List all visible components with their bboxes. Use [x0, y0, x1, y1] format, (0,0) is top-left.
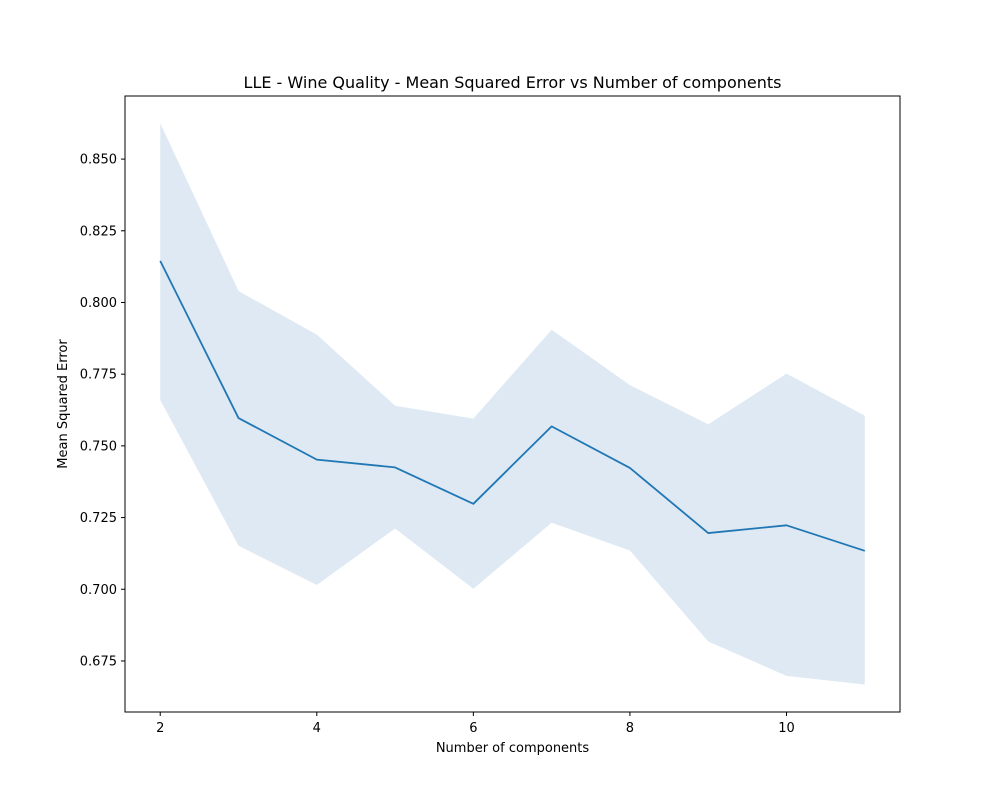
y-tick-label: 0.700 — [80, 583, 117, 598]
plot-frame — [124, 95, 901, 713]
y-tick-label: 0.825 — [80, 224, 117, 239]
y-axis-label: Mean Squared Error — [56, 339, 71, 469]
y-tick-label: 0.725 — [80, 511, 117, 526]
confidence-band — [160, 123, 865, 685]
y-axis: 0.675 0.700 0.725 0.750 0.775 0.800 0.825 0.850 — [80, 153, 125, 669]
series-line — [159, 260, 866, 552]
plot-area — [159, 123, 866, 685]
y-tick-label: 0.750 — [80, 439, 117, 454]
y-tick-label: 0.850 — [80, 153, 117, 168]
y-tick-label: 0.675 — [80, 654, 117, 669]
x-tick-label: 4 — [313, 721, 321, 736]
x-tick-label: 2 — [156, 721, 164, 736]
x-tick-label: 10 — [778, 721, 795, 736]
x-axis: 2 4 6 8 10 — [156, 712, 795, 736]
x-tick-label: 8 — [626, 721, 634, 736]
x-axis-label: Number of components — [436, 741, 590, 756]
y-tick-label: 0.800 — [80, 296, 117, 311]
chart-title: LLE - Wine Quality - Mean Squared Error … — [244, 73, 782, 92]
x-tick-label: 6 — [469, 721, 477, 736]
y-tick-label: 0.775 — [80, 368, 117, 383]
